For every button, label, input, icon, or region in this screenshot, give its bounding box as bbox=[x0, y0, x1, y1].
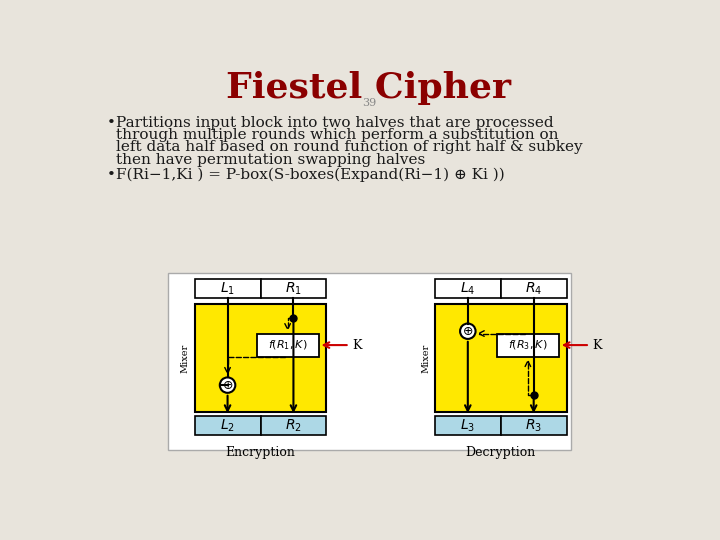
Text: Fiestel Cipher: Fiestel Cipher bbox=[227, 71, 511, 105]
Bar bbox=[194, 279, 261, 298]
Text: left data half based on round function of right half & subkey: left data half based on round function o… bbox=[117, 140, 583, 154]
Bar bbox=[168, 273, 570, 450]
Text: K: K bbox=[352, 339, 361, 352]
Bar bbox=[435, 279, 500, 298]
Text: then have permutation swapping halves: then have permutation swapping halves bbox=[117, 153, 426, 166]
Text: $R_2$: $R_2$ bbox=[285, 417, 302, 434]
Text: F(Ri−1,Ki ) = P-box(S-boxes(Expand(Ri−1) ⊕ Ki )): F(Ri−1,Ki ) = P-box(S-boxes(Expand(Ri−1)… bbox=[117, 168, 505, 183]
Text: $L_1$: $L_1$ bbox=[220, 280, 235, 296]
Text: Encryption: Encryption bbox=[225, 446, 295, 459]
Text: $L_3$: $L_3$ bbox=[460, 417, 475, 434]
Text: •: • bbox=[107, 116, 116, 130]
Text: Mixer: Mixer bbox=[421, 343, 430, 373]
Text: Partitions input block into two halves that are processed: Partitions input block into two halves t… bbox=[117, 116, 554, 130]
Bar bbox=[500, 279, 567, 298]
Bar bbox=[497, 334, 559, 356]
Text: $L_2$: $L_2$ bbox=[220, 417, 235, 434]
Bar bbox=[261, 279, 326, 298]
Text: •: • bbox=[107, 168, 116, 182]
Text: through multiple rounds which perform a substitution on: through multiple rounds which perform a … bbox=[117, 128, 559, 142]
Text: $f(R_3, K)$: $f(R_3, K)$ bbox=[508, 338, 548, 352]
Bar bbox=[261, 416, 326, 435]
Text: 39: 39 bbox=[362, 98, 376, 109]
Bar bbox=[435, 416, 500, 435]
Text: $R_1$: $R_1$ bbox=[285, 280, 302, 296]
Text: $f(R_1, K)$: $f(R_1, K)$ bbox=[268, 338, 307, 352]
Text: $\oplus$: $\oplus$ bbox=[222, 379, 233, 392]
Text: $R_4$: $R_4$ bbox=[525, 280, 542, 296]
Text: Decryption: Decryption bbox=[466, 446, 536, 459]
Bar bbox=[194, 304, 326, 412]
Circle shape bbox=[460, 323, 476, 339]
Text: K: K bbox=[593, 339, 602, 352]
Bar bbox=[194, 416, 261, 435]
Text: $R_3$: $R_3$ bbox=[525, 417, 542, 434]
Text: Mixer: Mixer bbox=[181, 343, 190, 373]
Text: $\oplus$: $\oplus$ bbox=[462, 325, 474, 338]
Bar bbox=[500, 416, 567, 435]
Circle shape bbox=[220, 377, 235, 393]
Text: $L_4$: $L_4$ bbox=[460, 280, 475, 296]
Bar bbox=[256, 334, 319, 356]
Bar bbox=[435, 304, 567, 412]
